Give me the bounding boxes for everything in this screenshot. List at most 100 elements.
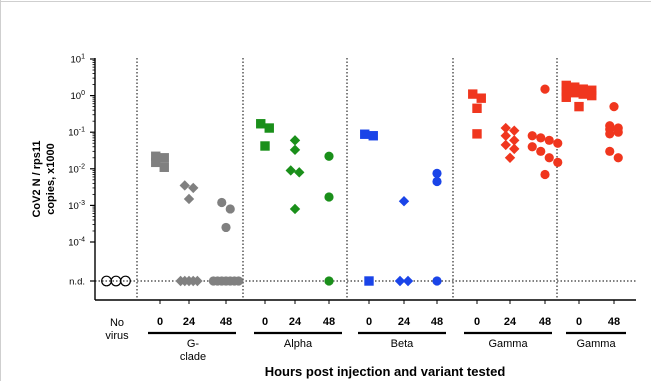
square-marker (151, 157, 161, 168)
circle-marker (540, 169, 550, 180)
circle-marker (432, 176, 442, 187)
square-marker (561, 92, 571, 102)
square-marker (587, 90, 597, 101)
square-marker (159, 162, 169, 172)
circle-marker (605, 129, 615, 139)
circle-marker (225, 204, 235, 214)
diamond-marker (394, 275, 406, 287)
group-label: virus (105, 330, 129, 342)
diamond-marker (504, 152, 516, 163)
group-label: Alpha (284, 338, 313, 350)
circle-marker (324, 276, 334, 286)
y-tick-label: 10-4 (68, 237, 85, 249)
diamond-marker (402, 275, 414, 287)
y-axis-label-line-2: copies, x1000 (45, 143, 57, 215)
circle-marker (217, 197, 227, 208)
diamond-marker (289, 203, 301, 215)
circle-marker (544, 153, 554, 163)
x-tick-label: 48 (220, 316, 232, 328)
square-marker (472, 129, 482, 139)
group-label: Beta (391, 338, 415, 350)
diamond-marker (179, 180, 190, 191)
diamond-marker (289, 144, 301, 156)
group-label: G- (187, 338, 200, 350)
x-tick-label: 0 (474, 316, 480, 328)
square-marker (468, 89, 478, 99)
square-marker (364, 276, 374, 286)
diamond-marker (398, 196, 410, 207)
circle-marker (432, 276, 442, 286)
x-tick-labels: 0 24 48 0 24 48 0 24 48 0 24 48 0 48 (157, 300, 620, 328)
diamond-marker (183, 193, 195, 205)
square-marker (578, 89, 588, 99)
circle-marker (613, 153, 623, 163)
x-tick-label: 48 (539, 316, 551, 328)
y-axis-label-line-1: CoV2 N / rps11 (31, 140, 43, 217)
y-axis-label: CoV2 N / rps11 copies, x1000 (31, 140, 57, 217)
diamond-marker (285, 165, 296, 176)
group-label: Gamma (576, 338, 616, 350)
circle-marker (324, 192, 334, 202)
square-marker (260, 141, 270, 151)
diamond-marker (509, 143, 520, 155)
circle-marker (544, 135, 554, 145)
square-marker (159, 153, 169, 163)
y-tick-label: 10-3 (68, 200, 85, 212)
square-marker (570, 88, 580, 98)
group-label: No (110, 317, 124, 329)
x-tick-label: 0 (157, 316, 163, 328)
open-circle-marker (120, 275, 131, 287)
circle-marker (527, 131, 537, 141)
circle-marker (605, 146, 615, 156)
y-tick-label: 100 (71, 90, 86, 102)
square-marker (368, 131, 378, 141)
x-tick-label: 48 (608, 316, 620, 328)
x-tick-label: 24 (183, 316, 196, 328)
square-marker (476, 93, 486, 103)
circle-marker (432, 168, 442, 178)
circle-marker (553, 157, 563, 167)
circle-marker (540, 84, 550, 94)
square-marker (587, 85, 597, 95)
group-label: Gamma (488, 338, 528, 350)
y-tick-label: 101 (71, 54, 86, 66)
circle-marker (527, 142, 537, 152)
square-marker (561, 80, 571, 91)
x-tick-label: 24 (289, 316, 302, 328)
square-marker (472, 103, 482, 113)
square-marker (570, 82, 580, 92)
square-marker (561, 86, 571, 97)
square-marker (574, 101, 584, 112)
diamond-marker (500, 139, 511, 151)
diamond-marker (509, 135, 520, 146)
square-marker (578, 84, 588, 94)
x-axis-label: Hours post injection and variant tested (265, 364, 506, 379)
x-tick-label: 0 (366, 316, 372, 328)
circle-marker (536, 133, 546, 143)
diamond-marker (289, 135, 301, 146)
diamond-marker (188, 182, 199, 194)
y-axis: 101 100 10-1 10-2 10-3 10-4 n.d. (68, 54, 96, 300)
circle-marker (221, 222, 231, 233)
x-tick-label: 0 (576, 316, 582, 328)
y-tick-label: 10-2 (68, 163, 85, 175)
y-tick-label: 10-1 (68, 127, 85, 139)
x-tick-label: 24 (504, 316, 517, 328)
square-marker (256, 119, 266, 129)
diamond-marker (294, 167, 305, 178)
circle-marker (609, 102, 619, 112)
group-separators (136, 58, 558, 300)
circle-marker (553, 138, 563, 148)
diamond-marker (500, 122, 511, 134)
group-label: clade (180, 351, 206, 363)
top-border (0, 1, 651, 2)
circle-marker (324, 151, 334, 161)
diamond-marker (500, 130, 511, 141)
diamond-marker (509, 125, 520, 136)
y-nd-label: n.d. (69, 277, 85, 288)
circle-marker (234, 276, 244, 286)
data-points (101, 80, 623, 287)
